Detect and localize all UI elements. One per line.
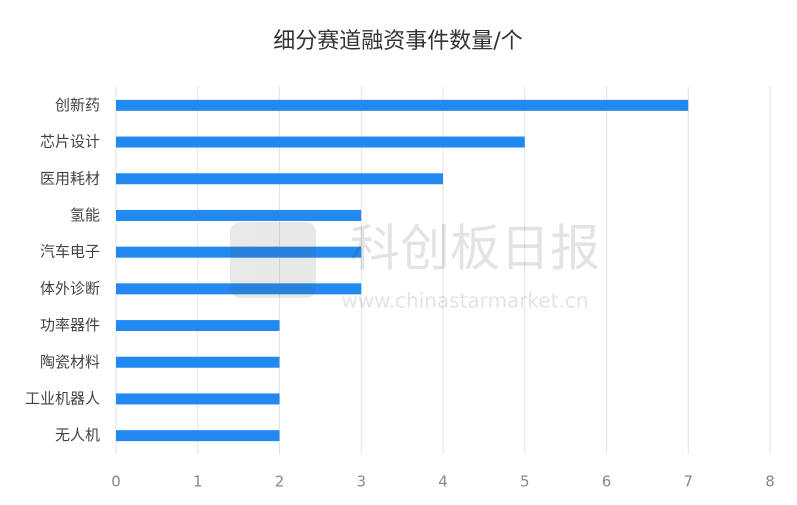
y-tick-label: 芯片设计 — [40, 133, 100, 151]
bar — [116, 99, 689, 111]
y-tick-label: 体外诊断 — [40, 279, 100, 297]
bar — [116, 136, 525, 148]
x-tick-label: 5 — [520, 473, 530, 491]
y-tick-label: 陶瓷材料 — [40, 353, 100, 371]
x-tick-label: 1 — [193, 473, 203, 491]
y-tick-label: 无人机 — [55, 426, 100, 444]
y-tick-label: 汽车电子 — [40, 243, 100, 261]
x-tick-label: 4 — [438, 473, 448, 491]
bar — [116, 283, 362, 295]
x-tick-label: 3 — [356, 473, 366, 491]
bar — [116, 393, 280, 405]
watermark-text: 科创板日报 — [350, 220, 600, 278]
y-tick-label: 工业机器人 — [25, 389, 100, 407]
x-tick-label: 8 — [765, 473, 775, 491]
bar — [116, 320, 280, 332]
y-tick-label: 医用耗材 — [40, 169, 100, 187]
y-tick-label: 功率器件 — [40, 316, 100, 334]
y-tick-label: 创新药 — [55, 96, 100, 114]
x-tick-label: 0 — [111, 473, 121, 491]
watermark: 科创板日报 www.chinastarmarket.cn — [230, 220, 600, 313]
bar — [116, 209, 362, 221]
x-tick-label: 7 — [683, 473, 693, 491]
watermark-url: www.chinastarmarket.cn — [341, 289, 588, 313]
bar — [116, 430, 280, 442]
bar — [116, 246, 362, 258]
y-tick-label: 氢能 — [70, 206, 100, 224]
chart-title: 细分赛道融资事件数量/个 — [273, 29, 522, 54]
bar — [116, 356, 280, 368]
watermark-logo — [230, 222, 316, 298]
x-tick-label: 2 — [275, 473, 285, 491]
bar — [116, 173, 443, 185]
x-tick-label: 6 — [602, 473, 612, 491]
